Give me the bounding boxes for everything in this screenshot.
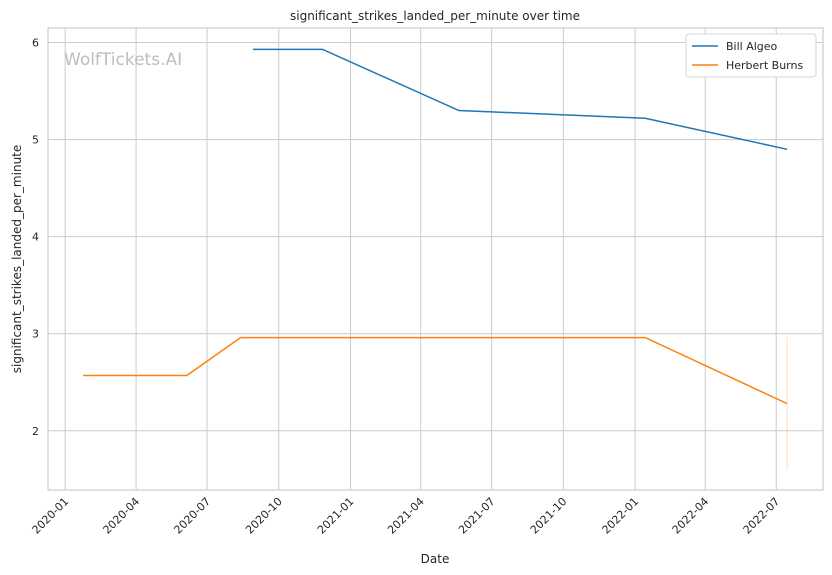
x-tick-label: 2021-01 [315,495,357,537]
x-tick-label: 2022-01 [600,495,642,537]
y-tick-label: 6 [32,37,39,50]
series-line-0 [253,48,788,151]
legend-label: Bill Algeo [726,40,778,53]
x-tick-label: 2021-04 [385,495,427,537]
y-axis-label: significant_strikes_landed_per_minute [10,145,24,374]
watermark: WolfTickets.AI [64,50,182,70]
x-tick-label: 2022-04 [670,495,712,537]
plot-frame [47,27,824,491]
x-tick-label: 2021-10 [528,495,570,537]
x-tick-label: 2021-07 [456,495,498,537]
legend-label: Herbert Burns [726,59,803,72]
x-axis-label: Date [421,552,450,566]
x-tick-label: 2020-07 [171,495,213,537]
x-tick-label: 2020-10 [243,495,285,537]
series-line-1 [83,336,788,405]
x-tick-label: 2020-04 [101,495,143,537]
y-tick-label: 4 [32,231,39,244]
x-tick-label: 2022-07 [741,495,783,537]
y-tick-label: 2 [32,425,39,438]
x-tick-label: 2020-01 [30,495,72,537]
chart-title: significant_strikes_landed_per_minute ov… [290,9,580,23]
y-tick-label: 3 [32,328,39,341]
y-tick-label: 5 [32,134,39,147]
legend: Bill Algeo Herbert Burns [685,33,817,78]
legend-box [685,33,817,78]
